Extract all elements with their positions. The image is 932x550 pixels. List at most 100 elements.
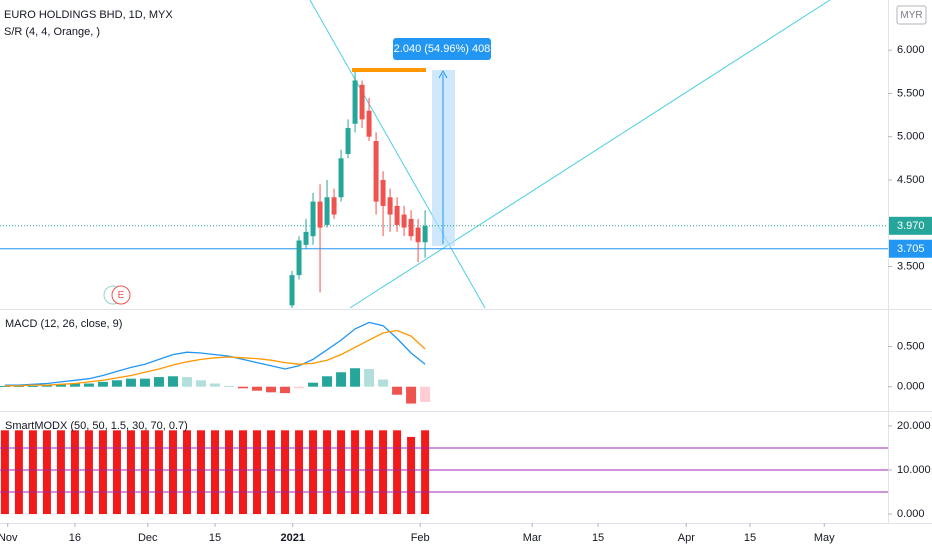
bar — [56, 430, 65, 515]
indicator-title: MACD (12, 26, close, 9) — [5, 318, 122, 330]
bar — [295, 430, 304, 515]
x-tick-label: 15 — [209, 532, 221, 544]
histogram-bar — [83, 383, 94, 387]
y-tick-label: 4.500 — [897, 174, 925, 186]
price-label: 3.705 — [897, 243, 925, 255]
bar — [225, 430, 234, 515]
bar — [14, 430, 23, 515]
histogram-bar — [392, 386, 403, 395]
bar — [393, 430, 402, 515]
histogram-bar — [69, 383, 80, 387]
bar — [154, 430, 163, 515]
event-marker[interactable]: E — [118, 290, 125, 301]
bar — [253, 430, 262, 515]
x-tick-label: 2021 — [280, 532, 304, 544]
histogram-bar — [238, 386, 249, 389]
x-tick-label: Mar — [523, 532, 542, 544]
bar — [421, 430, 430, 515]
chart-title: EURO HOLDINGS BHD, 1D, MYX — [4, 9, 173, 21]
bar — [379, 430, 388, 515]
histogram-bar — [378, 379, 389, 387]
measure-label-box — [393, 38, 491, 60]
indicator-title: S/R (4, 4, Orange, ) — [4, 26, 100, 38]
histogram-bar — [125, 378, 136, 387]
bar — [337, 430, 346, 515]
histogram-bar — [97, 381, 108, 387]
bar — [239, 430, 248, 515]
histogram-bar — [153, 377, 164, 387]
histogram-bar — [266, 386, 277, 393]
bar — [126, 430, 135, 515]
candle-body — [303, 231, 309, 245]
candle-body — [324, 197, 330, 225]
bar — [309, 430, 318, 515]
event-icon[interactable] — [111, 285, 131, 305]
histogram-bar — [252, 386, 263, 391]
measure-arrow-head — [438, 69, 448, 79]
y-tick-label: 6.000 — [897, 44, 925, 56]
histogram-bar — [280, 386, 291, 394]
bar — [140, 430, 149, 515]
price-label: 3.970 — [897, 220, 925, 232]
x-tick-label: Dec — [138, 532, 158, 544]
bar — [365, 430, 374, 515]
histogram-bar — [55, 384, 66, 387]
candle-body — [415, 227, 421, 243]
bar — [70, 430, 79, 515]
candle-body — [387, 197, 393, 215]
x-tick-label: 15 — [592, 532, 604, 544]
price-label-box — [889, 239, 932, 258]
candle-body — [310, 201, 316, 237]
bar — [0, 430, 9, 515]
currency: MYR — [900, 10, 922, 21]
bar — [196, 430, 205, 515]
candle-body — [317, 201, 323, 228]
candle-body — [401, 214, 407, 228]
histogram-bar — [406, 386, 417, 404]
histogram-bar — [350, 368, 361, 387]
candle-body — [289, 275, 295, 306]
y-tick-label: 0.000 — [897, 508, 925, 520]
histogram-bar — [336, 372, 347, 387]
y-tick-label: 3.500 — [897, 260, 925, 272]
x-tick-label: May — [814, 532, 835, 544]
candle-body — [422, 225, 428, 243]
histogram-bar — [420, 386, 431, 402]
candle-body — [352, 80, 358, 124]
histogram-bar — [308, 382, 319, 387]
candle-body — [380, 179, 386, 206]
candle-body — [366, 110, 372, 137]
candle-body — [338, 158, 344, 198]
candle-body — [345, 128, 351, 154]
histogram-bar — [167, 376, 178, 387]
y-tick-label: 0.500 — [897, 340, 925, 352]
histogram-bar — [322, 376, 333, 387]
y-tick-label: 10.000 — [897, 464, 931, 476]
trend-line — [309, 0, 486, 309]
x-tick-label: Feb — [411, 532, 430, 544]
candle-body — [408, 218, 414, 237]
bar — [112, 430, 121, 515]
histogram-bar — [195, 380, 206, 387]
bar — [210, 430, 219, 515]
y-tick-label: 20.000 — [897, 420, 931, 432]
macd-line — [4, 329, 426, 387]
x-tick-label: Apr — [678, 532, 695, 544]
bar — [407, 436, 416, 515]
measure-label: 2.040 (54.96%) 408 — [394, 43, 491, 55]
candle-body — [296, 240, 302, 276]
macd-line — [4, 321, 426, 386]
bar — [28, 430, 37, 515]
histogram-bar — [27, 385, 38, 387]
candle-body — [331, 197, 337, 215]
y-tick-label: 5.500 — [897, 87, 925, 99]
y-tick-label: 0.000 — [897, 381, 925, 393]
trend-line — [349, 0, 831, 309]
histogram-bar — [364, 369, 375, 387]
histogram-bar — [181, 377, 192, 387]
x-tick-label: 16 — [69, 532, 81, 544]
x-tick-label: 15 — [744, 532, 756, 544]
histogram-bar — [224, 385, 235, 387]
histogram-bar — [111, 380, 122, 387]
